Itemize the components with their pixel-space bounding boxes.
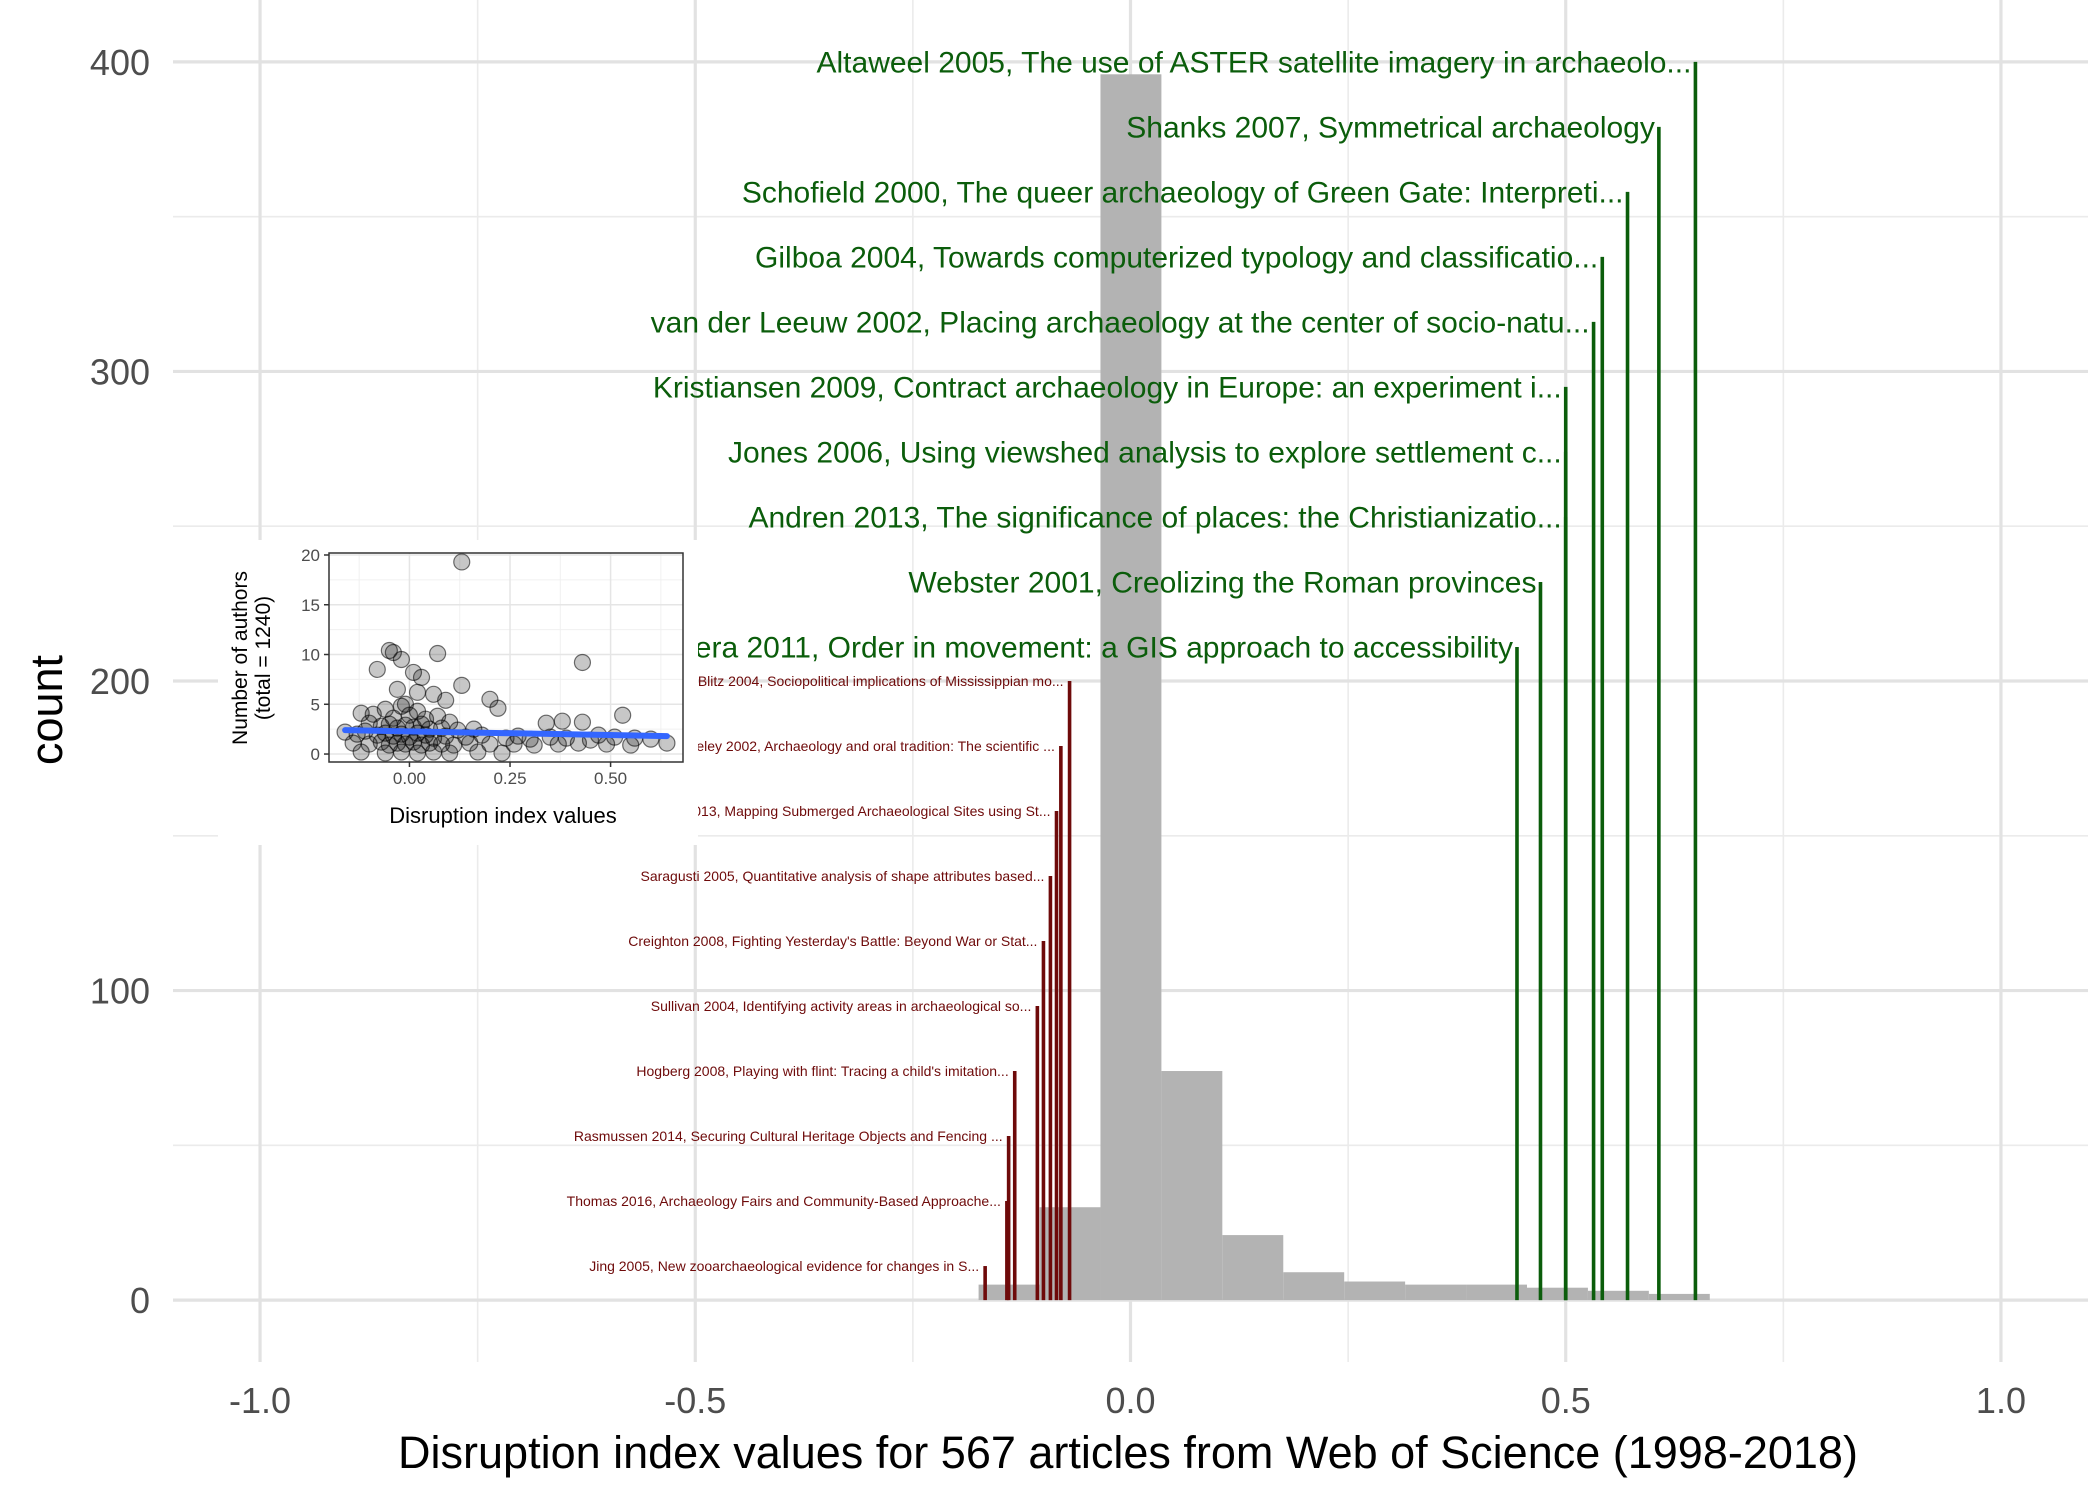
inset-scatter-point	[489, 699, 507, 717]
inset-scatter-point	[420, 734, 439, 752]
inset-x-tick-label: 0.00	[393, 769, 426, 788]
histogram-bar	[1648, 1293, 1710, 1301]
histogram-bar	[1526, 1287, 1588, 1301]
inset-y-axis-title-line1: Number of authors	[229, 571, 252, 745]
inset-y-tick-label: 15	[301, 596, 320, 615]
bottom-article-label: Hogberg 2008, Playing with flint: Tracin…	[636, 1063, 1008, 1079]
bottom-article-label: Henderson 2013, Mapping Submerged Archae…	[613, 803, 1050, 819]
inset-panel-border	[328, 552, 684, 763]
inset-trend-line	[342, 727, 670, 740]
y-tick-label: 200	[90, 661, 150, 702]
histogram-bar	[1222, 1235, 1284, 1301]
inset-scatter-point	[597, 735, 616, 753]
bottom-article-label: Sullivan 2004, Identifying activity area…	[651, 998, 1032, 1014]
top-article-label: Webster 2001, Creolizing the Roman provi…	[908, 566, 1536, 599]
y-tick-label: 300	[90, 351, 150, 392]
bottom-article-label: Whiteley 2002, Archaeology and oral trad…	[668, 738, 1055, 754]
y-axis-title: count	[21, 654, 72, 765]
top-article-label: Altaweel 2005, The use of ASTER satellit…	[817, 46, 1692, 79]
top-article-label: Shanks 2007, Symmetrical archaeology	[1126, 111, 1655, 144]
inset-scatter-point	[424, 743, 443, 761]
inset-scatter-point	[429, 644, 447, 663]
top-article-label: Schofield 2000, The queer archaeology of…	[742, 176, 1624, 209]
inset-scatter-point	[352, 743, 370, 761]
top-article-label: Gilboa 2004, Towards computerized typolo…	[755, 241, 1598, 274]
histogram-bar	[1405, 1284, 1467, 1301]
inset-scatter-point	[408, 683, 427, 701]
inset-scatter-point	[441, 744, 459, 762]
bottom-article-label: Saragusti 2005, Quantitative analysis of…	[640, 868, 1044, 884]
top-article-annotations: Altaweel 2005, The use of ASTER satellit…	[638, 46, 1698, 1301]
inset-scatter-point	[453, 676, 471, 694]
histogram-bar	[1161, 1071, 1223, 1301]
inset-scatter-point	[525, 736, 543, 754]
inset-scatter-point	[437, 691, 455, 709]
inset-scatter-point	[368, 660, 386, 679]
top-article-label: Kristiansen 2009, Contract archaeology i…	[653, 371, 1562, 404]
y-tick-label: 0	[130, 1280, 150, 1321]
x-axis-title: Disruption index values for 567 articles…	[398, 1427, 1858, 1478]
bottom-article-label: Blitz 2004, Sociopolitical implications …	[698, 673, 1064, 689]
inset-scatter-point	[380, 641, 398, 660]
inset-scatter-point	[392, 743, 411, 761]
inset-y-tick-label: 5	[311, 695, 320, 714]
x-tick-label: 0.0	[1105, 1380, 1155, 1421]
bottom-article-label: Thomas 2016, Archaeology Fairs and Commu…	[567, 1193, 1001, 1209]
top-article-label: Jones 2006, Using viewshed analysis to e…	[728, 436, 1562, 469]
x-tick-label: 0.5	[1541, 1380, 1591, 1421]
histogram-bar	[1587, 1290, 1649, 1301]
inset-scatter-plot: 0.00 0.25 0.50 0 5 10 15 20 Disruption index val…	[218, 540, 698, 845]
inset-y-tick-label: 0	[311, 745, 320, 764]
inset-scatter-point	[549, 735, 567, 753]
inset-scatter-point	[573, 653, 592, 672]
inset-scatter-point	[573, 713, 592, 731]
x-tick-label: -0.5	[664, 1380, 726, 1421]
inset-scatter-point	[469, 743, 487, 761]
histogram-bar	[1100, 74, 1162, 1301]
x-tick-label: 1.0	[1976, 1380, 2026, 1421]
bottom-article-label: Creighton 2008, Fighting Yesterday's Bat…	[628, 933, 1037, 949]
bottom-article-annotations: Blitz 2004, Sociopolitical implications …	[567, 673, 1072, 1301]
inset-scatter-point	[376, 744, 394, 762]
inset-scatter-point	[493, 744, 511, 762]
inset-x-tick-label: 0.50	[594, 769, 627, 788]
inset-scatter-point	[408, 744, 427, 762]
inset-scatter-point	[412, 668, 431, 687]
histogram-bar	[1344, 1281, 1406, 1301]
bottom-article-label: Rasmussen 2014, Securing Cultural Herita…	[574, 1128, 1003, 1144]
inset-scatter-point	[453, 553, 471, 571]
bottom-article-label: Jing 2005, New zooarchaeological evidenc…	[589, 1258, 979, 1274]
histogram-bar	[1283, 1272, 1345, 1301]
inset-x-axis-title: Disruption index values	[389, 803, 616, 828]
histogram-bar	[1466, 1284, 1527, 1301]
inset-scatter-point	[614, 706, 632, 724]
inset-y-axis-title-line2: (total = 1240)	[252, 596, 275, 720]
inset-y-tick-label: 20	[301, 546, 320, 565]
inset-scatter-point	[622, 736, 640, 754]
y-tick-label: 100	[90, 971, 150, 1012]
top-article-label: Llobera 2011, Order in movement: a GIS a…	[638, 631, 1513, 664]
inset-scatter-point	[553, 712, 571, 730]
y-tick-label: 400	[90, 42, 150, 83]
inset-scatter-point	[392, 650, 411, 669]
inset-x-tick-label: 0.25	[493, 769, 526, 788]
x-tick-label: -1.0	[229, 1380, 291, 1421]
top-article-label: van der Leeuw 2002, Placing archaeology …	[651, 306, 1590, 339]
inset-y-tick-label: 10	[301, 646, 320, 665]
inset-scatter-point	[481, 735, 499, 753]
inset-scatter-point	[388, 680, 406, 698]
top-article-label: Andren 2013, The significance of places:…	[748, 501, 1561, 534]
